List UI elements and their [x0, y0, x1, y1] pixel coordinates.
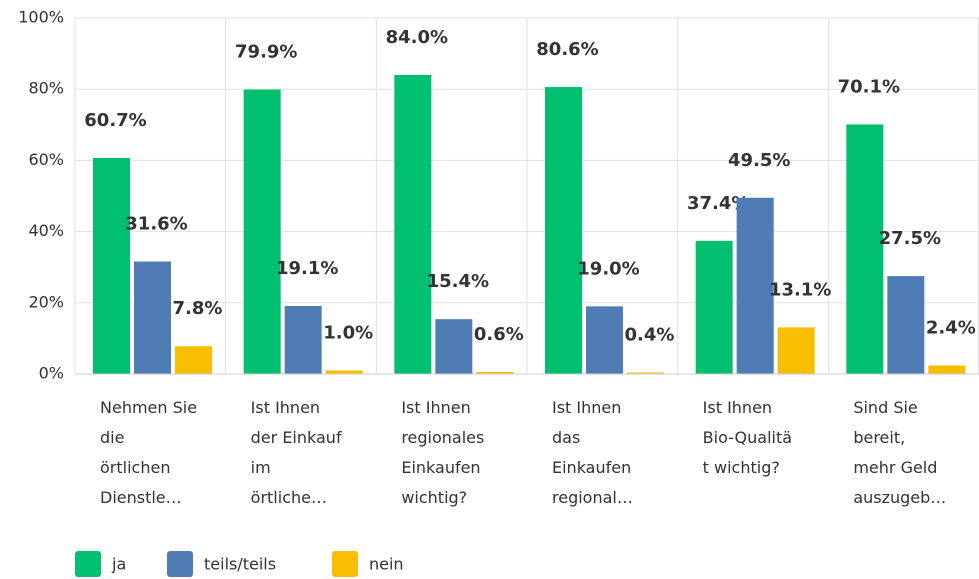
value-label: 27.5%	[879, 228, 941, 249]
value-label: 0.6%	[474, 324, 524, 345]
value-label: 2.4%	[926, 317, 976, 338]
bar	[325, 370, 363, 374]
legend-swatch	[75, 551, 101, 577]
bar	[586, 306, 623, 374]
value-label: 49.5%	[728, 150, 790, 171]
bar	[846, 124, 884, 374]
bar	[695, 240, 733, 374]
value-label: 13.1%	[769, 279, 831, 300]
y-tick-label: 80%	[28, 79, 64, 98]
legend-label: nein	[369, 555, 404, 574]
legend-label: teils/teils	[204, 555, 276, 574]
y-tick-label: 40%	[28, 221, 64, 240]
legend-swatch	[167, 551, 193, 577]
value-label: 60.7%	[84, 110, 146, 131]
bar	[887, 276, 925, 374]
bar	[93, 157, 130, 374]
x-tick-label: Nehmen Sie die örtlichen Dienstle…	[100, 398, 198, 507]
value-label: 1.0%	[323, 322, 373, 343]
bar	[736, 197, 774, 374]
bar	[928, 365, 966, 374]
y-tick-label: 0%	[39, 364, 64, 383]
bar	[134, 261, 171, 374]
value-label: 84.0%	[386, 27, 448, 48]
bar	[394, 74, 432, 375]
value-label: 79.9%	[235, 42, 297, 63]
bar	[435, 319, 473, 374]
x-tick-label: Ist Ihnen Bio-Qualitä t wichtig?	[702, 398, 793, 477]
value-label: 7.8%	[173, 298, 223, 319]
bar	[476, 371, 514, 374]
x-tick-label: Ist Ihnen das Einkaufen regional…	[552, 398, 633, 507]
value-label: 37.4%	[687, 193, 749, 214]
y-tick-label: 20%	[28, 292, 64, 311]
value-label: 70.1%	[838, 76, 900, 97]
x-tick-label: Sind Sie bereit, mehr Geld auszugeb…	[853, 398, 947, 507]
bar	[777, 327, 815, 374]
x-tick-label: Ist Ihnen regionales Einkaufen wichtig?	[401, 398, 485, 507]
value-label: 19.1%	[276, 258, 338, 279]
value-label: 19.0%	[577, 258, 639, 279]
bar	[243, 89, 281, 374]
bar	[284, 306, 322, 374]
y-tick-label: 100%	[18, 8, 64, 27]
x-tick-label: Ist Ihnen der Einkauf im örtliche…	[250, 398, 342, 507]
legend-label: ja	[111, 555, 126, 574]
bar	[545, 87, 582, 375]
bar	[175, 346, 212, 374]
value-label: 80.6%	[536, 39, 598, 60]
value-label: 15.4%	[427, 271, 489, 292]
value-label: 0.4%	[625, 325, 675, 346]
value-label: 31.6%	[125, 214, 187, 235]
bar	[627, 372, 664, 374]
legend-swatch	[332, 551, 358, 577]
y-tick-label: 60%	[28, 150, 64, 169]
